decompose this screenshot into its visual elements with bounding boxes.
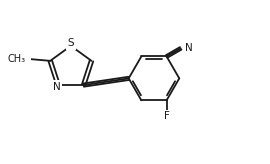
Text: N: N xyxy=(53,82,60,92)
Text: CH₃: CH₃ xyxy=(7,54,25,64)
Text: S: S xyxy=(68,38,74,48)
Text: F: F xyxy=(164,111,170,121)
Text: N: N xyxy=(185,43,193,53)
